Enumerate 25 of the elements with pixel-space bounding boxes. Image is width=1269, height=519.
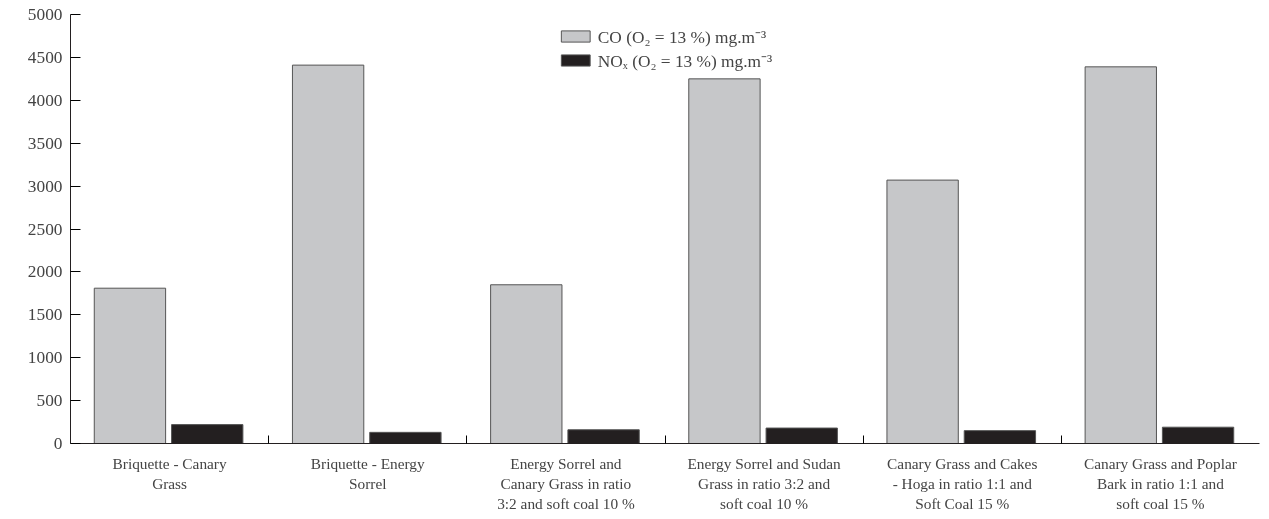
y-tick-label: 4500 xyxy=(27,47,63,67)
y-tick-label: 3000 xyxy=(27,176,63,196)
x-tick-label: Energy Sorrel and Canary Grass in ratio 3:2 and soft coal 10 % xyxy=(497,454,635,513)
y-tick-label: 1500 xyxy=(27,305,63,325)
bar xyxy=(490,284,563,444)
bar xyxy=(688,78,761,444)
y-tick-label: 3500 xyxy=(27,133,63,153)
x-tick-label: Canary Grass and Poplar Bark in ratio 1:1 and soft coal 15 % xyxy=(1084,454,1237,513)
y-tick-label: 5000 xyxy=(27,5,63,24)
x-tick-label: Briquette - Canary Grass xyxy=(112,454,227,492)
y-tick-label: 4000 xyxy=(27,90,63,110)
y-tick-label: 500 xyxy=(36,391,63,411)
y-tick-label: 0 xyxy=(53,434,63,453)
bar xyxy=(291,64,365,444)
x-tick-label: Energy Sorrel and Sudan Grass in ratio 3:2 and soft coal 10 % xyxy=(687,454,842,513)
y-tick-label: 2500 xyxy=(27,219,63,239)
bar xyxy=(886,179,959,444)
bar xyxy=(1084,66,1157,444)
y-tick-label: 1000 xyxy=(27,348,63,368)
legend-label: CO (O₂ = 13 %) mg.m⁻³ xyxy=(597,27,767,48)
x-tick-label: Briquette - Energy Sorrel xyxy=(310,454,425,492)
x-tick-label: Canary Grass and Cakes - Hoga in ratio 1:1 and Soft Coal 15 % xyxy=(887,454,1038,513)
y-tick-label: 2000 xyxy=(27,262,63,282)
legend-label: NOₓ (O₂ = 13 %) mg.m⁻³ xyxy=(597,51,773,72)
bar xyxy=(93,287,167,444)
